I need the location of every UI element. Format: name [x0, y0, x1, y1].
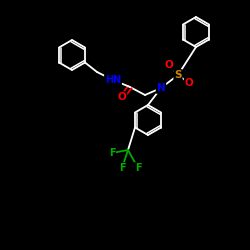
Text: HN: HN — [105, 75, 121, 85]
Text: S: S — [174, 70, 182, 80]
Text: F: F — [109, 148, 115, 158]
Text: O: O — [118, 92, 126, 102]
Text: O: O — [184, 78, 194, 88]
Text: F: F — [119, 163, 125, 173]
Text: O: O — [164, 60, 173, 70]
Text: N: N — [156, 83, 166, 93]
Text: F: F — [135, 163, 141, 173]
